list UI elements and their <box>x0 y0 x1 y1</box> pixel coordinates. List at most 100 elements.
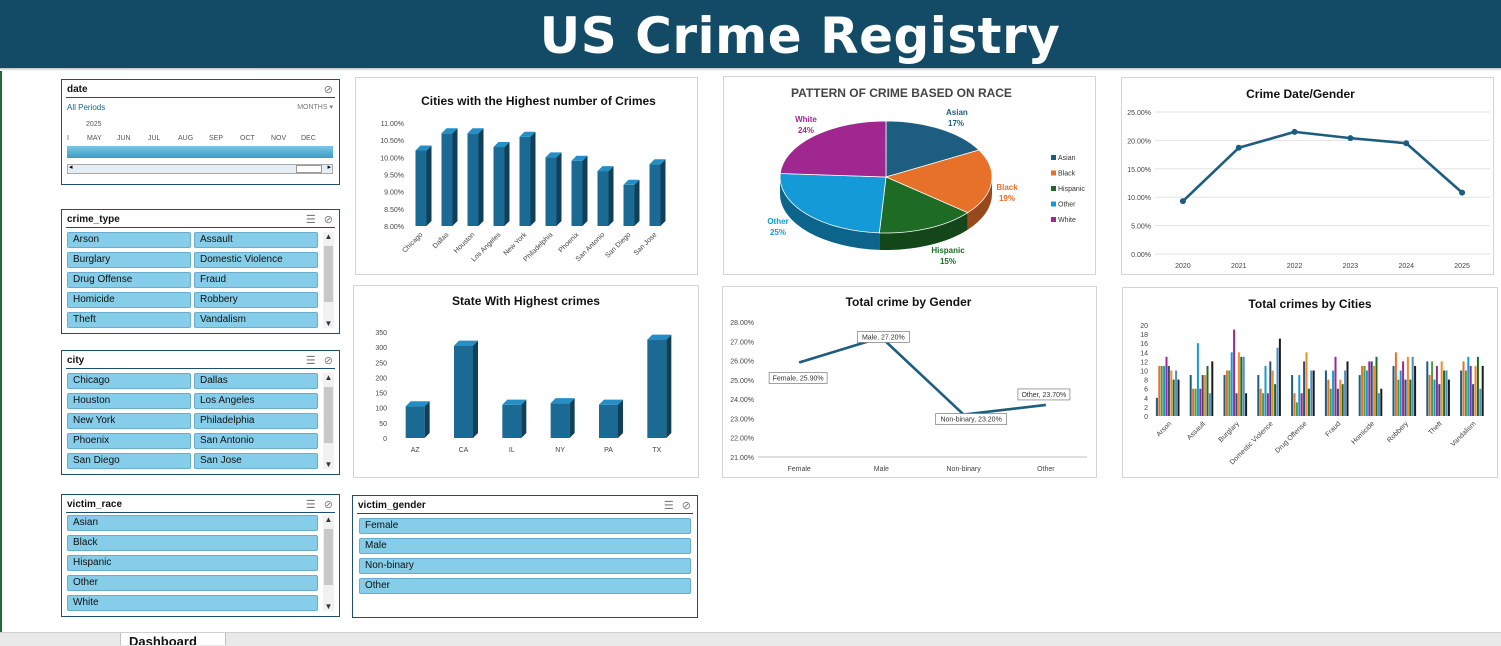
race-pie-chart[interactable]: PATTERN OF CRIME BASED ON RACE Asian 17% B… <box>723 76 1096 275</box>
slicer-item[interactable]: Burglary <box>67 252 191 268</box>
multi-select-icon[interactable]: ☰ <box>663 500 674 512</box>
slicer-item[interactable]: Other <box>359 578 691 594</box>
bar <box>1440 361 1443 416</box>
x-tick-label: Vandalism <box>1450 420 1478 448</box>
timeline-bar[interactable] <box>67 146 333 158</box>
slicer-item[interactable]: Theft <box>67 312 191 328</box>
clear-filter-icon[interactable]: ⊘ <box>323 84 333 96</box>
multi-select-icon[interactable]: ☰ <box>305 355 316 367</box>
crimes-by-cities-chart[interactable]: Total crimes by Cities 0 2 4 6 8 10 12 14 16 18 20… <box>1122 287 1498 478</box>
slicer-item[interactable]: Phoenix <box>67 433 191 449</box>
bar <box>1165 356 1168 416</box>
crime-date-gender-chart[interactable]: Crime Date/Gender 0.00% 5.00% 10.00% 15.00%… <box>1121 77 1494 275</box>
slicer-scrollbar[interactable]: ▲ ▼ <box>323 232 334 328</box>
slicer-item[interactable]: San Diego <box>67 453 191 469</box>
slicer-item[interactable]: Arson <box>67 232 191 248</box>
scroll-right-icon[interactable]: ▸ <box>327 164 331 171</box>
multi-select-icon[interactable]: ☰ <box>305 499 316 511</box>
scroll-up-icon[interactable]: ▲ <box>324 373 333 382</box>
victim-race-slicer[interactable]: victim_race ☰ ⊘ Asian Black Hispanic Othe… <box>61 494 340 617</box>
slicer-item[interactable]: Drug Offense <box>67 272 191 288</box>
timeline-scrollbar[interactable]: ◂ ▸ <box>67 164 333 174</box>
pie-value-label: 19% <box>999 194 1015 203</box>
bar <box>1192 388 1195 416</box>
x-tick-label: 2021 <box>1231 263 1247 270</box>
clear-filter-icon[interactable]: ⊘ <box>681 500 691 512</box>
victim-gender-slicer[interactable]: victim_gender ☰ ⊘ Female Male Non-binary … <box>352 495 698 618</box>
date-timeline-slicer[interactable]: date ⊘ All Periods MONTHS ▾ 2025 I MAY J… <box>61 79 340 185</box>
slicer-scrollbar[interactable]: ▲ ▼ <box>323 373 334 469</box>
slicer-item[interactable]: Female <box>359 518 691 534</box>
bar-top <box>597 166 614 172</box>
clear-filter-icon[interactable]: ⊘ <box>323 499 333 511</box>
y-tick-label: 25.00% <box>730 378 754 385</box>
bar <box>1377 393 1380 416</box>
slicer-item[interactable]: Houston <box>67 393 191 409</box>
chart-title: Total crime by Gender <box>845 295 972 309</box>
slicer-item[interactable]: New York <box>67 413 191 429</box>
cities-bar-chart[interactable]: Cities with the Highest number of Crimes… <box>355 77 698 275</box>
slicer-item[interactable]: Other <box>67 575 318 591</box>
slicer-item[interactable]: Chicago <box>67 373 191 389</box>
slicer-item[interactable]: Robbery <box>194 292 318 308</box>
scroll-thumb[interactable] <box>324 387 333 443</box>
y-tick-label: 8.50% <box>384 207 404 214</box>
slicer-item[interactable]: Male <box>359 538 691 554</box>
pie-label: Other <box>767 217 788 226</box>
bar-top <box>519 131 536 137</box>
scroll-down-icon[interactable]: ▼ <box>324 319 333 328</box>
bar <box>1223 375 1226 416</box>
chart-title: PATTERN OF CRIME BASED ON RACE <box>791 86 1012 100</box>
scroll-up-icon[interactable]: ▲ <box>324 232 333 241</box>
slicer-item[interactable]: Hispanic <box>67 555 318 571</box>
states-chart-plot: 0 50 100 150 200 250 300 350 AZ CA IL NY PA TX <box>375 330 672 454</box>
x-tick-label: PA <box>604 447 613 454</box>
slicer-item[interactable]: Domestic Violence <box>194 252 318 268</box>
legend-label: Other <box>1058 202 1076 209</box>
clear-filter-icon[interactable]: ⊘ <box>323 214 333 226</box>
bar <box>1228 370 1231 416</box>
scroll-down-icon[interactable]: ▼ <box>324 460 333 469</box>
bar <box>1177 379 1180 416</box>
slicer-scrollbar[interactable]: ▲ ▼ <box>323 515 334 611</box>
bar <box>1204 375 1207 416</box>
multi-select-icon[interactable]: ☰ <box>305 214 316 226</box>
city-slicer[interactable]: city ☰ ⊘ Chicago Dallas Houston Los Angel… <box>61 350 340 475</box>
scroll-up-icon[interactable]: ▲ <box>324 515 333 524</box>
y-tick-label: 2 <box>1144 405 1148 412</box>
scroll-thumb[interactable] <box>324 246 333 302</box>
gender-line-chart[interactable]: Total crime by Gender 21.00% 22.00% 23.00%… <box>722 286 1097 478</box>
time-level-dropdown[interactable]: MONTHS ▾ <box>297 103 333 111</box>
slicer-item[interactable]: Los Angeles <box>194 393 318 409</box>
bar-front <box>415 150 427 226</box>
crime-type-slicer[interactable]: crime_type ☰ ⊘ Arson Assault Burglary Dom… <box>61 209 340 334</box>
dashboard-title: US Crime Registry <box>539 7 1061 65</box>
scroll-left-icon[interactable]: ◂ <box>69 164 73 171</box>
slicer-item[interactable]: Vandalism <box>194 312 318 328</box>
slicer-item[interactable]: Non-binary <box>359 558 691 574</box>
slicer-rule <box>66 227 335 228</box>
slicer-item[interactable]: Black <box>67 535 318 551</box>
slicer-item[interactable]: San Antonio <box>194 433 318 449</box>
slicer-item[interactable]: Homicide <box>67 292 191 308</box>
slicer-item[interactable]: Assault <box>194 232 318 248</box>
sheet-tab-dashboard[interactable]: Dashboard <box>120 633 226 645</box>
scroll-thumb[interactable] <box>324 529 333 585</box>
y-tick-label: 26.00% <box>730 359 754 366</box>
slicer-item[interactable]: Dallas <box>194 373 318 389</box>
bar <box>1189 375 1192 416</box>
slicer-item[interactable]: Fraud <box>194 272 318 288</box>
slicer-item[interactable]: White <box>67 595 318 611</box>
clear-filter-icon[interactable]: ⊘ <box>323 355 333 367</box>
y-tick-label: 10.00% <box>380 155 404 162</box>
y-tick-label: 100 <box>375 406 387 413</box>
states-bar-chart[interactable]: State With Highest crimes 0 50 100 150 200 25… <box>353 285 699 478</box>
scroll-thumb[interactable] <box>296 165 322 173</box>
slicer-item[interactable]: Asian <box>67 515 318 531</box>
scroll-down-icon[interactable]: ▼ <box>324 602 333 611</box>
y-tick-label: 12 <box>1140 359 1148 366</box>
slicer-item[interactable]: Philadelphia <box>194 413 318 429</box>
bar-side <box>582 155 588 226</box>
bar-side <box>660 159 666 226</box>
slicer-item[interactable]: San Jose <box>194 453 318 469</box>
